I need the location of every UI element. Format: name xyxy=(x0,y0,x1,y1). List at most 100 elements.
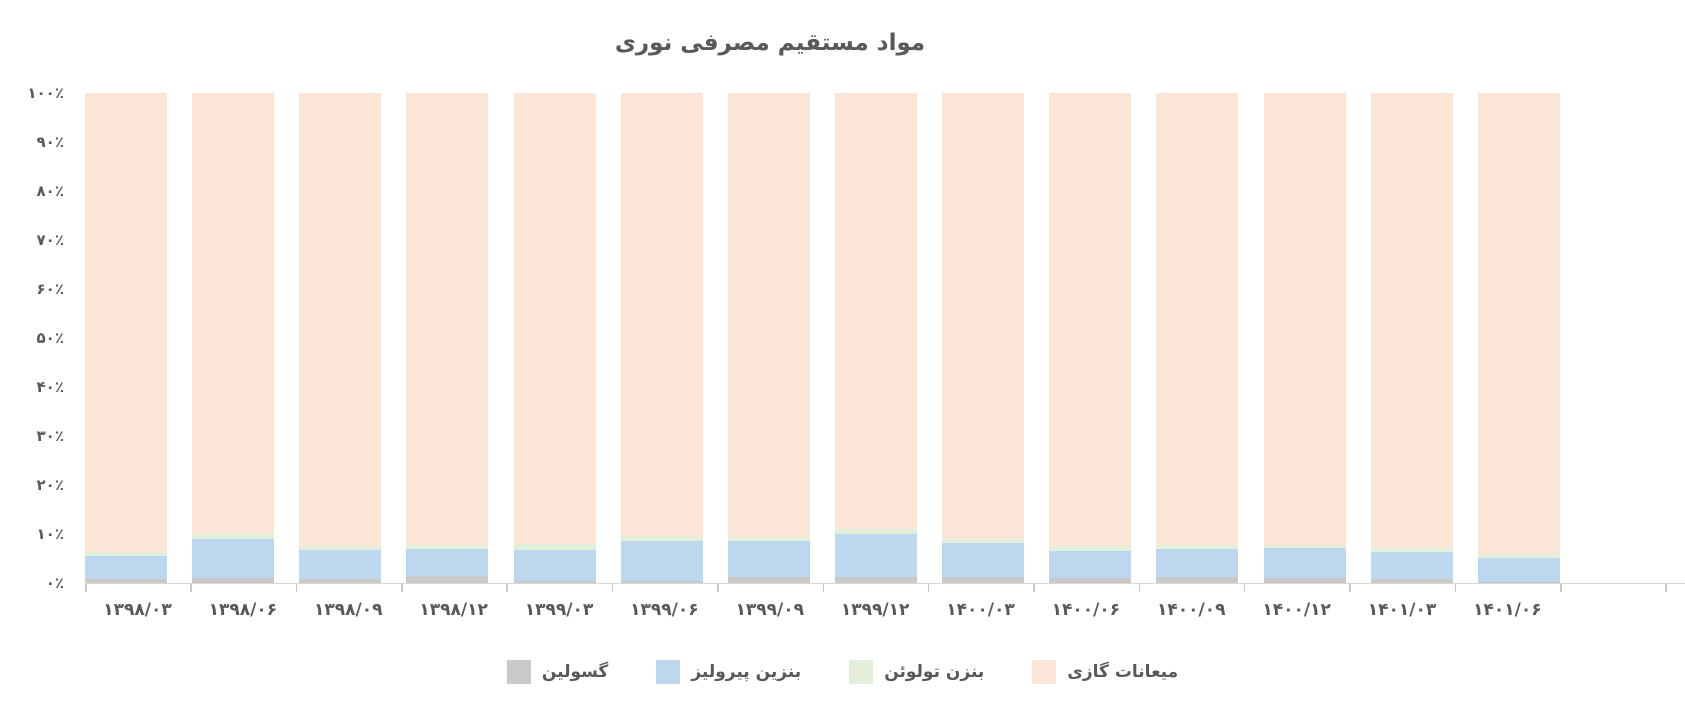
bar-3[interactable] xyxy=(299,93,382,583)
bar-segment[interactable] xyxy=(942,542,1025,578)
x-category-label: ۱۳۹۸/۰۳ xyxy=(103,600,172,620)
x-category-label: ۱۴۰۰/۰۶ xyxy=(1051,600,1121,620)
x-tick xyxy=(927,584,930,592)
bar-segment[interactable] xyxy=(192,578,275,583)
bar-segment[interactable] xyxy=(727,577,810,583)
bar-segment[interactable] xyxy=(406,575,489,583)
legend-label: میعانات گازی xyxy=(1067,662,1179,682)
bar-segment[interactable] xyxy=(192,93,275,535)
bar-8[interactable] xyxy=(834,93,917,583)
bar-segment[interactable] xyxy=(299,545,382,550)
bar-segment[interactable] xyxy=(620,536,703,542)
bar-13[interactable] xyxy=(1370,93,1453,583)
bar-segment[interactable] xyxy=(513,580,596,583)
x-category-label: ۱۳۹۸/۰۹ xyxy=(314,600,383,620)
x-category-label: ۱۳۹۹/۰۹ xyxy=(735,600,804,620)
bar-segment[interactable] xyxy=(1370,93,1453,549)
legend-label: گسولین xyxy=(541,662,609,682)
x-tick xyxy=(295,584,298,592)
bar-segment[interactable] xyxy=(1370,548,1453,553)
bar-segment[interactable] xyxy=(299,93,382,546)
bar-segment[interactable] xyxy=(192,534,275,539)
bar-segment[interactable] xyxy=(1049,551,1132,579)
bar-segment[interactable] xyxy=(1156,548,1239,578)
legend-item[interactable]: میعانات گازی xyxy=(1032,660,1178,684)
bar-4[interactable] xyxy=(406,93,489,583)
bar-segment[interactable] xyxy=(1263,545,1346,548)
bar-segment[interactable] xyxy=(1477,553,1560,559)
x-category-label: ۱۴۰۱/۰۳ xyxy=(1367,600,1437,620)
bar-segment[interactable] xyxy=(942,538,1025,543)
bar-2[interactable] xyxy=(192,93,275,583)
bar-segment[interactable] xyxy=(513,543,596,551)
legend-item[interactable]: بنزن تولوئن xyxy=(849,660,984,684)
x-category-label: ۱۴۰۱/۰۶ xyxy=(1473,600,1542,620)
bar-segment[interactable] xyxy=(942,93,1025,539)
x-category-label: ۱۴۰۰/۱۲ xyxy=(1262,600,1331,620)
chart-title: مواد مستقیم مصرفی نوری xyxy=(614,30,926,56)
bar-segment[interactable] xyxy=(1477,581,1560,583)
bar-segment[interactable] xyxy=(406,548,489,576)
bar-11[interactable] xyxy=(1156,93,1239,583)
bar-segment[interactable] xyxy=(85,579,167,583)
legend-label: بنزن تولوئن xyxy=(884,662,985,682)
bar-segment[interactable] xyxy=(406,93,489,546)
bar-segment[interactable] xyxy=(1049,578,1132,583)
x-category-label: ۱۳۹۸/۰۶ xyxy=(208,600,278,620)
bar-segment[interactable] xyxy=(1156,577,1239,583)
bar-segment[interactable] xyxy=(1263,547,1346,579)
bar-segment[interactable] xyxy=(299,549,382,580)
bar-segment[interactable] xyxy=(513,93,596,544)
y-tick-label: ۳۰٪ xyxy=(36,427,64,445)
bar-segment[interactable] xyxy=(727,93,810,538)
bar-segment[interactable] xyxy=(1156,93,1239,546)
bar-segment[interactable] xyxy=(834,93,917,530)
bar-segment[interactable] xyxy=(1049,546,1132,552)
y-tick-label: ۱۰۰٪ xyxy=(27,84,64,102)
bar-5[interactable] xyxy=(513,93,596,583)
x-tick xyxy=(401,584,403,592)
bar-segment[interactable] xyxy=(1477,93,1560,554)
bar-segment[interactable] xyxy=(1156,545,1239,549)
bar-segment[interactable] xyxy=(1370,552,1453,580)
y-tick-label: ۴۰٪ xyxy=(36,378,64,396)
bar-segment[interactable] xyxy=(1263,93,1346,546)
bar-12[interactable] xyxy=(1263,93,1346,583)
bar-segment[interactable] xyxy=(513,550,596,581)
bar-segment[interactable] xyxy=(85,556,167,580)
bar-segment[interactable] xyxy=(942,577,1025,583)
bar-7[interactable] xyxy=(727,93,810,583)
bar-segment[interactable] xyxy=(1370,579,1453,583)
bar-segment[interactable] xyxy=(727,541,810,578)
bar-segment[interactable] xyxy=(834,576,917,583)
bar-segment[interactable] xyxy=(1263,578,1346,583)
y-tick-label: ۵۰٪ xyxy=(36,329,64,347)
x-tick xyxy=(611,584,614,592)
x-tick xyxy=(85,584,87,592)
bar-1[interactable] xyxy=(85,93,167,583)
bar-segment[interactable] xyxy=(85,93,167,553)
bar-segment[interactable] xyxy=(834,534,917,577)
bar-segment[interactable] xyxy=(192,538,275,579)
bar-6[interactable] xyxy=(620,93,703,583)
x-tick xyxy=(1454,584,1457,592)
x-tick xyxy=(1349,584,1351,592)
x-category-label: ۱۴۰۰/۰۳ xyxy=(946,600,1015,620)
bar-10[interactable] xyxy=(1049,93,1132,583)
bar-segment[interactable] xyxy=(620,580,703,583)
bar-9[interactable] xyxy=(942,93,1025,583)
bar-segment[interactable] xyxy=(1049,93,1132,547)
bar-segment[interactable] xyxy=(834,529,917,535)
bar-segment[interactable] xyxy=(406,545,489,549)
legend-item[interactable]: گسولین xyxy=(506,660,609,684)
bar-segment[interactable] xyxy=(727,537,810,542)
bar-segment[interactable] xyxy=(620,93,703,537)
legend-item[interactable]: بنزین پیرولیز xyxy=(656,660,801,684)
plot-area xyxy=(85,93,1560,583)
bar-segment[interactable] xyxy=(1477,558,1560,582)
bar-segment[interactable] xyxy=(620,541,703,581)
bar-segment[interactable] xyxy=(299,579,382,583)
bar-segment[interactable] xyxy=(85,552,167,557)
bar-14[interactable] xyxy=(1477,93,1560,583)
